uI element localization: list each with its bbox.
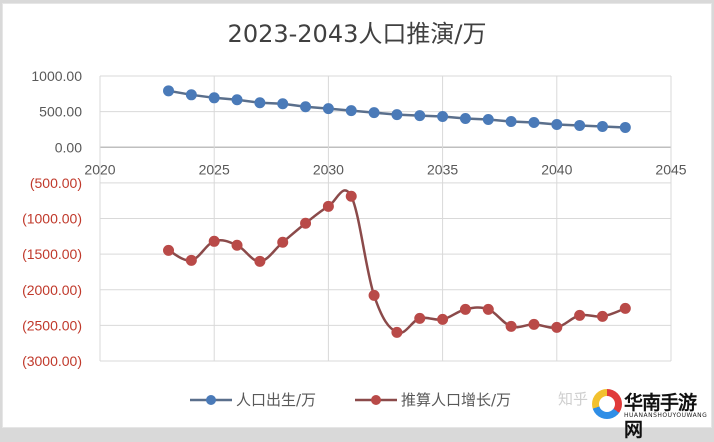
y-tick-label: (3000.00) — [22, 353, 82, 369]
data-point-marker — [300, 101, 312, 113]
data-point-marker — [208, 92, 220, 104]
data-point-marker — [528, 117, 540, 129]
data-point-marker — [163, 244, 175, 256]
x-tick-label: 2030 — [313, 161, 344, 177]
data-point-marker — [185, 89, 197, 101]
data-point-marker — [163, 85, 175, 97]
data-point-marker — [551, 119, 563, 131]
data-point-marker — [231, 94, 243, 106]
data-point-marker — [596, 310, 608, 322]
data-point-marker — [505, 320, 517, 332]
data-point-marker — [322, 103, 334, 115]
legend-marker-icon — [371, 395, 381, 405]
y-tick-label: (500.00) — [30, 175, 82, 191]
data-point-marker — [368, 289, 380, 301]
data-point-marker — [459, 113, 471, 125]
legend-marker-icon — [206, 395, 216, 405]
data-point-marker — [277, 236, 289, 248]
y-tick-label: 500.00 — [39, 104, 82, 120]
brand-logo-icon — [592, 389, 622, 419]
x-tick-label: 2020 — [84, 161, 115, 177]
data-point-marker — [619, 302, 631, 314]
data-series — [163, 85, 631, 338]
data-point-marker — [254, 255, 266, 267]
y-tick-label: (2000.00) — [22, 282, 82, 298]
data-point-marker — [300, 217, 312, 229]
data-point-marker — [414, 312, 426, 324]
data-point-marker — [619, 121, 631, 133]
data-point-marker — [482, 114, 494, 126]
data-point-marker — [345, 190, 357, 202]
x-tick-label: 2045 — [655, 161, 686, 177]
x-tick-label: 2025 — [199, 161, 230, 177]
x-axis-ticks: 2020 2025 2030 2035 2040 2045 — [84, 161, 686, 177]
brand-name-en: HUANANSHOUYOUWANG — [624, 412, 708, 419]
data-point-marker — [322, 200, 334, 212]
data-point-marker — [254, 97, 266, 109]
data-point-marker — [185, 254, 197, 266]
legend-label: 人口出生/万 — [236, 391, 316, 409]
x-tick-label: 2040 — [541, 161, 572, 177]
data-point-marker — [345, 105, 357, 117]
data-point-marker — [596, 120, 608, 132]
y-axis-ticks: 1000.00 500.00 0.00 (500.00) (1000.00) (1500.… — [22, 68, 82, 369]
data-point-marker — [505, 116, 517, 128]
y-tick-label: 1000.00 — [31, 68, 82, 84]
data-point-marker — [459, 303, 471, 315]
data-point-marker — [277, 98, 289, 110]
data-point-marker — [368, 107, 380, 119]
y-tick-label: (1000.00) — [22, 211, 82, 227]
data-point-marker — [437, 111, 449, 123]
data-point-marker — [391, 109, 403, 121]
x-tick-label: 2035 — [427, 161, 458, 177]
data-point-marker — [391, 326, 403, 338]
data-point-marker — [414, 110, 426, 122]
y-tick-label: (2500.00) — [22, 317, 82, 333]
data-point-marker — [551, 321, 563, 333]
gridlines — [99, 75, 672, 362]
y-tick-label: (1500.00) — [22, 246, 82, 262]
data-point-marker — [208, 235, 220, 247]
legend: 人口出生/万 推算人口增长/万 — [190, 391, 511, 409]
data-point-marker — [231, 239, 243, 251]
data-point-marker — [574, 309, 586, 321]
legend-label: 推算人口增长/万 — [401, 391, 511, 409]
data-point-marker — [574, 119, 586, 131]
data-point-marker — [482, 303, 494, 315]
chart-title: 2023-2043人口推演/万 — [227, 20, 487, 48]
data-point-marker — [528, 318, 540, 330]
site-watermark: 华南手游网 HUANANSHOUYOUWANG — [590, 387, 708, 441]
line-chart: 1000.00 500.00 0.00 (500.00) (1000.00) (1500.… — [22, 68, 687, 409]
data-point-marker — [437, 313, 449, 325]
y-tick-label: 0.00 — [55, 139, 82, 155]
